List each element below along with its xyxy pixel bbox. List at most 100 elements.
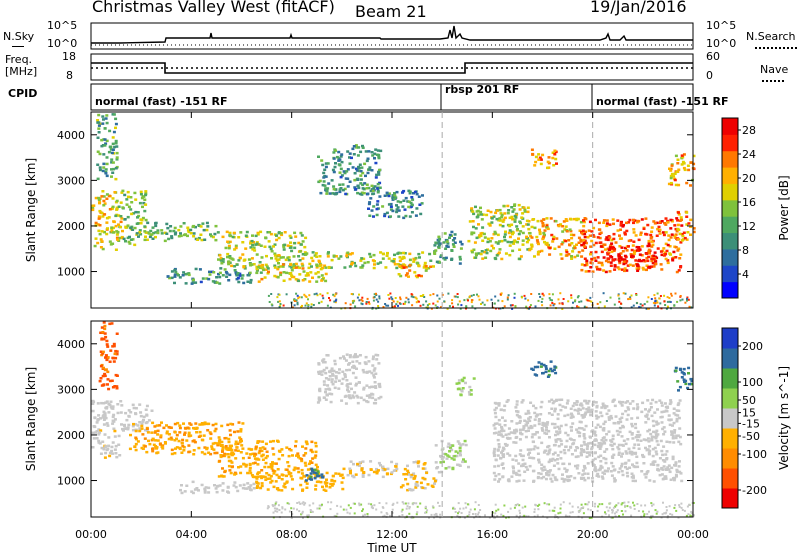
power-cell-1 xyxy=(101,169,105,173)
velocity-cell-13 xyxy=(531,433,535,436)
power-cell-13 xyxy=(569,233,573,236)
power-cell-8 xyxy=(327,182,331,185)
velocity-cell-13 xyxy=(522,425,526,428)
velocity-ground-scatter xyxy=(674,504,677,507)
velocity-cell-2 xyxy=(139,411,143,414)
velocity-cell-13 xyxy=(536,476,540,480)
velocity-cell-13 xyxy=(599,464,603,468)
velocity-cell-4 xyxy=(180,491,184,495)
velocity-cell-13 xyxy=(640,410,644,414)
velocity-cell-14 xyxy=(540,362,544,366)
power-cell-5 xyxy=(277,258,281,261)
velocity-ground-scatter xyxy=(345,508,348,511)
velocity-cell-13 xyxy=(493,411,497,415)
velocity-cell-4 xyxy=(238,484,242,487)
velocity-cell-0 xyxy=(96,402,100,405)
power-cell-1 xyxy=(96,150,100,153)
velocity-ground-scatter xyxy=(318,507,321,510)
power-cell-7 xyxy=(417,252,421,256)
power-cell-13 xyxy=(540,249,544,253)
velocity-cell-5 xyxy=(310,450,314,454)
velocity-cell-13 xyxy=(540,463,544,466)
velocity-ground-scatter xyxy=(358,504,361,507)
velocity-cell-8 xyxy=(316,401,320,404)
power-cell-18 xyxy=(687,222,691,225)
velocity-ground-scatter xyxy=(301,512,304,515)
velocity-cell-13 xyxy=(660,421,664,424)
velocity-cell-0 xyxy=(117,434,121,438)
velocity-cell-3 xyxy=(145,450,149,454)
velocity-cell-13 xyxy=(499,456,503,460)
velocity-cell-5 xyxy=(233,471,237,475)
power-cell-11 xyxy=(445,244,449,248)
velocity-cell-13 xyxy=(550,407,554,410)
velocity-cell-13 xyxy=(610,461,614,465)
velocity-cell-3 xyxy=(183,433,186,436)
power-cell-8 xyxy=(376,187,380,190)
power-cell-7 xyxy=(308,262,312,266)
velocity-cell-12 xyxy=(469,389,473,392)
power-cell-13 xyxy=(541,222,545,225)
velocity-cell-9 xyxy=(349,471,352,475)
velocity-cell-5 xyxy=(260,469,264,472)
velocity-cell-13 xyxy=(584,424,588,428)
power-cell-2 xyxy=(133,191,137,195)
power-cell-5 xyxy=(301,240,305,243)
velocity-ground-scatter xyxy=(507,510,510,513)
power-cell-4 xyxy=(234,271,238,274)
velocity-cell-13 xyxy=(560,477,564,480)
power-ground-scatter xyxy=(356,296,359,299)
power-cell-14 xyxy=(617,267,621,271)
power-cell-8 xyxy=(333,165,337,169)
velocity-cell-6 xyxy=(259,486,263,490)
velocity-cell-13 xyxy=(545,473,549,476)
power-cell-7 xyxy=(330,258,334,262)
velocity-ground-scatter xyxy=(360,503,363,506)
power-cell-14 xyxy=(595,265,599,269)
velocity-cell-13 xyxy=(601,402,605,405)
power-cell-2 xyxy=(125,203,129,206)
velocity-cell-13 xyxy=(569,475,573,478)
velocity-cell-8 xyxy=(359,396,363,399)
power-cell-12 xyxy=(484,249,488,252)
velocity-ground-scatter xyxy=(621,502,624,505)
velocity-cell-13 xyxy=(636,465,640,469)
velocity-ground-scatter xyxy=(406,505,409,508)
velocity-ground-scatter xyxy=(557,516,560,519)
velocity-cell-3 xyxy=(151,449,155,453)
power-cell-8 xyxy=(361,144,364,148)
power-cell-10 xyxy=(432,265,435,268)
velocity-cell-6 xyxy=(305,486,309,489)
velocity-cell-13 xyxy=(595,417,599,420)
velocity-cell-5 xyxy=(248,469,252,472)
power-cell-13 xyxy=(565,230,569,233)
velocity-cell-5 xyxy=(248,466,252,470)
power-cell-5 xyxy=(270,250,274,253)
velocity-ground-scatter xyxy=(521,506,524,509)
power-cell-9 xyxy=(385,191,389,195)
velocity-cell-13 xyxy=(656,408,659,411)
velocity-cell-11 xyxy=(450,448,454,452)
power-cell-8 xyxy=(366,171,370,175)
velocity-cell-13 xyxy=(537,436,541,439)
power-cell-14 xyxy=(632,240,636,243)
velocity-ground-scatter xyxy=(371,505,374,508)
velocity-cell-3 xyxy=(235,446,239,449)
velocity-cell-13 xyxy=(587,442,591,445)
power-cell-11 xyxy=(458,258,462,261)
velocity-cell-8 xyxy=(348,382,352,385)
power-cell-10 xyxy=(417,264,421,267)
velocity-ground-scatter xyxy=(300,513,303,516)
power-cell-7 xyxy=(408,258,412,262)
velocity-cell-5 xyxy=(229,471,233,475)
velocity-ground-scatter xyxy=(557,512,560,515)
velocity-cell-5 xyxy=(247,456,251,459)
power-cell-0 xyxy=(108,240,112,243)
velocity-ground-scatter xyxy=(347,504,350,507)
velocity-cell-13 xyxy=(678,470,682,474)
velocity-cell-13 xyxy=(566,413,570,417)
velocity-cell-11 xyxy=(439,461,443,464)
power-cell-11 xyxy=(445,240,449,243)
velocity-cell-10 xyxy=(423,487,427,490)
power-cell-5 xyxy=(274,257,278,260)
